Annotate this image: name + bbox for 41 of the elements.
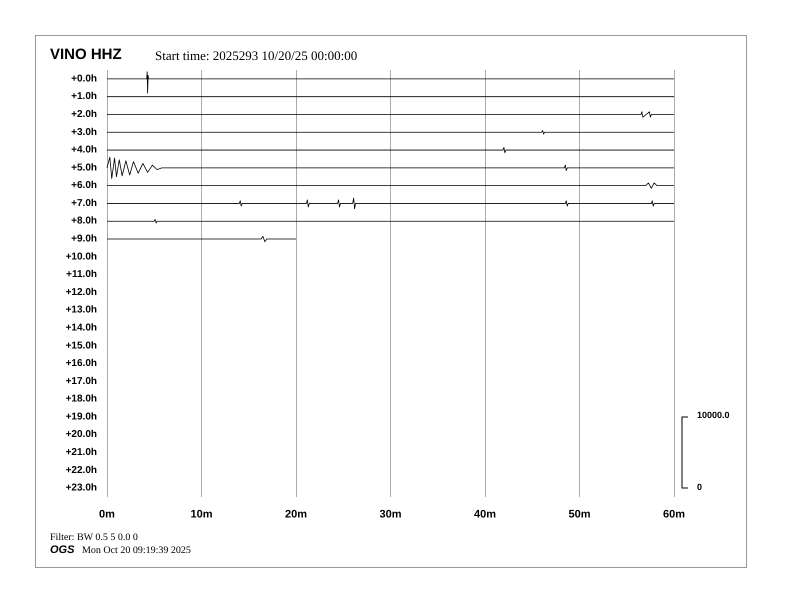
y-tick-label: +12.0h bbox=[66, 286, 97, 298]
x-tick-label: 10m bbox=[190, 508, 213, 520]
y-tick-label: +3.0h bbox=[71, 126, 97, 138]
y-tick-label: +7.0h bbox=[71, 198, 97, 209]
y-tick-label: +15.0h bbox=[66, 340, 97, 352]
text: 10000.0 bbox=[697, 410, 730, 420]
y-tick-label: +22.0h bbox=[66, 464, 97, 476]
y-tick-label: +13.0h bbox=[66, 304, 97, 316]
y-tick-label: +14.0h bbox=[66, 322, 97, 334]
y-tick-label: +23.0h bbox=[66, 482, 97, 494]
y-tick-label: +8.0h bbox=[71, 216, 97, 227]
y-tick-label: +19.0h bbox=[66, 411, 97, 422]
y-tick-label: +21.0h bbox=[66, 447, 97, 458]
line-series bbox=[106, 198, 674, 210]
line-series bbox=[106, 156, 674, 179]
y-tick-label: +18.0h bbox=[66, 394, 97, 405]
chart-subtitle: Start time: 2025293 10/20/25 00:00:00 bbox=[155, 48, 358, 64]
x-tick-label: 60m bbox=[662, 508, 686, 520]
x-tick-label: 0m bbox=[99, 508, 116, 520]
y-tick-label: +16.0h bbox=[66, 358, 97, 370]
x-tick-label: 40m bbox=[474, 508, 496, 520]
y-tick-label: +11.0h bbox=[66, 269, 97, 280]
text: Mon Oct 20 09:19:39 2025 bbox=[82, 545, 191, 556]
y-tick-label: +1.0h bbox=[71, 91, 97, 102]
y-tick-label: +4.0h bbox=[71, 144, 97, 156]
y-tick-label: +10.0h bbox=[66, 251, 97, 262]
y-tick-label: +9.0h bbox=[71, 234, 97, 245]
text: 0 bbox=[697, 482, 702, 492]
x-tick-label: 50m bbox=[568, 508, 591, 520]
line-series bbox=[106, 71, 674, 94]
text: OGS bbox=[50, 544, 74, 556]
y-tick-label: +0.0h bbox=[71, 73, 97, 84]
x-tick-label: 20m bbox=[284, 508, 308, 520]
y-tick-label: +2.0h bbox=[71, 108, 97, 120]
y-tick-label: +17.0h bbox=[66, 376, 97, 387]
y-tick-label: +20.0h bbox=[66, 429, 97, 440]
chart-title: VINO HHZ bbox=[50, 46, 122, 63]
y-tick-label: +5.0h bbox=[71, 162, 97, 174]
text: Filter: BW 0.5 5 0.0 0 bbox=[50, 532, 138, 543]
x-tick-label: 30m bbox=[379, 508, 402, 520]
y-tick-label: +6.0h bbox=[71, 180, 97, 192]
